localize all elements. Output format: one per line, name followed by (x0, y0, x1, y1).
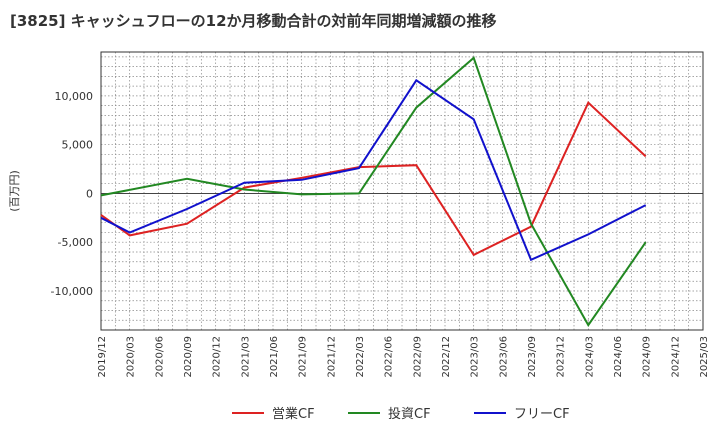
y-tick-label: 0 (86, 187, 93, 200)
plot-frame (100, 51, 704, 331)
y-tick-label: -10,000 (51, 285, 93, 298)
chart-title: [3825] キャッシュフローの12か月移動合計の対前年同期増減額の推移 (10, 12, 497, 30)
legend-label: フリーCF (514, 407, 570, 422)
x-tick-label: 2024/06 (613, 336, 624, 378)
x-tick-label: 2022/12 (441, 336, 452, 378)
series-line (100, 78, 647, 262)
x-tick-label: 2022/06 (384, 336, 395, 378)
x-tick-label: 2025/03 (699, 336, 710, 378)
x-tick-label: 2019/12 (97, 336, 108, 378)
x-tick-label: 2024/12 (670, 336, 681, 378)
y-tick-label: 5,000 (62, 139, 94, 152)
legend-label: 営業CF (272, 406, 315, 422)
x-tick-label: 2020/09 (183, 336, 194, 378)
x-tick-label: 2020/06 (154, 336, 165, 378)
y-tick-label: 10,000 (55, 90, 94, 103)
x-axis: 2019/12 2020/03 2020/06 2020/09 2020/12 2021/… (97, 336, 710, 378)
x-tick-label: 2023/06 (498, 336, 509, 378)
series-lines (100, 56, 647, 327)
y-tick-label: -5,000 (58, 236, 93, 249)
legend: 営業CF 投資CF フリーCF (232, 406, 570, 422)
x-tick-label: 2023/03 (470, 336, 481, 378)
x-tick-label: 2024/03 (584, 336, 595, 378)
x-tick-label: 2024/09 (642, 336, 653, 378)
x-tick-label: 2023/12 (556, 336, 567, 378)
x-tick-label: 2021/12 (326, 336, 337, 378)
x-tick-label: 2022/09 (412, 336, 423, 378)
y-axis-label: (百万円) (8, 170, 21, 212)
x-tick-label: 2020/03 (126, 336, 137, 378)
series-line (100, 56, 647, 327)
x-tick-label: 2020/12 (212, 336, 223, 378)
x-tick-label: 2022/03 (355, 336, 366, 378)
legend-label: 投資CF (388, 406, 431, 422)
x-tick-label: 2021/03 (240, 336, 251, 378)
y-axis: 10,000 5,000 0 -5,000 -10,000 (51, 90, 93, 298)
x-tick-label: 2021/09 (298, 336, 309, 378)
x-tick-label: 2021/06 (269, 336, 280, 378)
x-tick-label: 2023/09 (527, 336, 538, 378)
